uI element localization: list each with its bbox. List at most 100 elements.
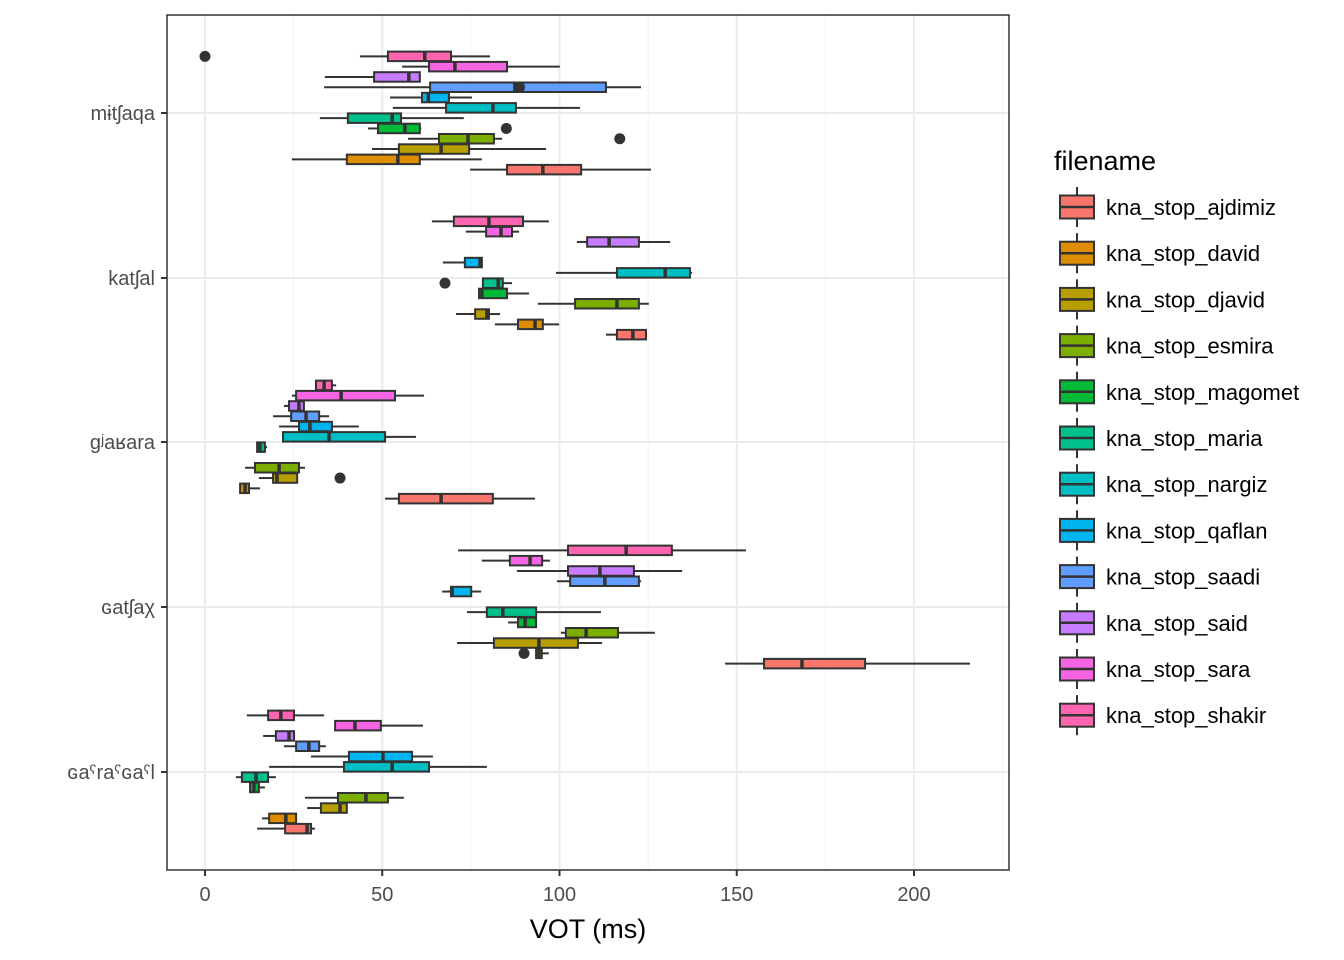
box-kna_stop_sara — [465, 225, 520, 238]
legend-item: kna_stop_maria — [1059, 418, 1263, 458]
legend-item: kna_stop_ajdimiz — [1059, 187, 1276, 227]
box-iqr — [445, 102, 517, 114]
box-iqr — [342, 761, 431, 773]
box-iqr — [397, 143, 471, 155]
legend-label: kna_stop_nargiz — [1106, 472, 1267, 497]
box-kna_stop_maria — [466, 606, 601, 618]
box-kna_stop_said — [324, 71, 421, 83]
box-kna_stop_qaflan — [442, 585, 482, 598]
box-kna_stop_sara — [402, 60, 560, 73]
legend-label: kna_stop_ajdimiz — [1106, 195, 1276, 220]
legend-label: kna_stop_shakir — [1106, 703, 1266, 728]
box-iqr — [376, 122, 421, 135]
box-iqr — [420, 91, 450, 104]
plot-panel — [166, 14, 1010, 871]
box-iqr — [508, 554, 544, 567]
box-iqr — [253, 462, 300, 474]
box-iqr — [567, 544, 673, 557]
legend-item: kna_stop_said — [1059, 602, 1248, 643]
box-iqr — [347, 750, 414, 763]
box-iqr — [517, 616, 538, 629]
box-kna_stop_shakir — [458, 544, 746, 557]
legend-item: kna_stop_david — [1059, 233, 1260, 274]
outlier-point — [513, 81, 525, 93]
legend-label: kna_stop_sara — [1106, 657, 1251, 682]
box-kna_stop_saadi — [273, 410, 330, 422]
legend: filename kna_stop_ajdimiz kna_stop_davidk… — [1054, 146, 1299, 736]
legend-label: kna_stop_maria — [1106, 426, 1263, 451]
box-iqr — [334, 719, 382, 732]
box-iqr — [574, 298, 640, 310]
y-axis: mɨtʃaqa katʃal gʲaʁara ɢatʃaχ ɢaˤraˤɢaˤl — [67, 103, 167, 784]
box-kna_stop_nargiz — [392, 102, 581, 114]
box-kna_stop_nargiz — [555, 267, 693, 279]
x-tick-label: 100 — [543, 884, 576, 906]
legend-label: kna_stop_qaflan — [1106, 518, 1267, 543]
box-iqr — [297, 420, 333, 433]
legend-item: kna_stop_nargiz — [1059, 464, 1267, 505]
box-kna_stop_djavid — [307, 802, 348, 814]
box-kna_stop_qaflan — [442, 256, 483, 269]
box-kna_stop_nargiz — [281, 431, 416, 443]
box-iqr — [268, 812, 298, 825]
box-kna_stop_esmira — [245, 462, 305, 474]
legend-item: kna_stop_qaflan — [1059, 510, 1267, 551]
outlier-point — [614, 133, 626, 145]
box-kna_stop_david — [239, 482, 260, 495]
box-iqr — [386, 50, 453, 63]
box-kna_stop_ajdimiz — [385, 492, 536, 505]
box-iqr — [373, 71, 421, 83]
box-iqr — [485, 225, 513, 238]
box-kna_stop_ajdimiz — [725, 657, 971, 670]
legend-item: kna_stop_esmira — [1059, 325, 1274, 366]
box-kna_stop_sara — [334, 719, 424, 732]
box-iqr — [481, 277, 504, 289]
x-tick-label: 200 — [897, 884, 930, 906]
box-kna_stop_esmira — [304, 792, 404, 804]
box-iqr — [492, 637, 579, 649]
box-kna_stop_david — [494, 318, 560, 331]
box-iqr — [586, 236, 640, 248]
box-iqr — [428, 60, 509, 73]
y-tick-label: katʃal — [108, 268, 155, 290]
box-iqr — [281, 431, 387, 443]
outlier-point — [199, 50, 211, 62]
box-iqr — [284, 822, 312, 835]
category-group — [239, 379, 536, 505]
box-iqr — [345, 153, 421, 166]
legend-label: kna_stop_magomet — [1106, 380, 1299, 405]
legend-title: filename — [1054, 146, 1156, 176]
box-kna_stop_shakir — [314, 379, 337, 392]
box-kna_stop_shakir — [246, 709, 325, 722]
box-kna_stop_djavid — [455, 308, 500, 320]
box-iqr — [517, 318, 544, 331]
box-kna_stop_esmira — [408, 133, 626, 145]
box-iqr — [450, 585, 473, 598]
box-kna_stop_djavid — [371, 143, 547, 155]
box-kna_stop_shakir — [431, 215, 549, 228]
box-kna_stop_esmira — [560, 627, 655, 639]
box-kna_stop_ajdimiz — [470, 163, 651, 176]
y-tick-label: mɨtʃaqa — [91, 103, 156, 125]
box-kna_stop_saadi — [324, 81, 642, 93]
category-group — [235, 709, 487, 835]
box-kna_stop_david — [262, 812, 298, 825]
legend-label: kna_stop_esmira — [1106, 334, 1274, 359]
x-axis-title: VOT (ms) — [530, 914, 647, 944]
box-kna_stop_saadi — [284, 740, 326, 752]
box-kna_stop_saadi — [557, 575, 642, 587]
box-iqr — [397, 492, 494, 505]
y-tick-label: ɢatʃaχ — [101, 597, 155, 619]
box-iqr — [346, 112, 403, 124]
legend-item: kna_stop_saadi — [1059, 556, 1260, 597]
box-iqr — [274, 730, 295, 742]
legend-label: kna_stop_djavid — [1106, 287, 1265, 312]
box-iqr — [319, 802, 348, 814]
box-kna_stop_shakir — [199, 50, 491, 63]
box-kna_stop_maria — [256, 441, 268, 453]
box-kna_stop_maria — [235, 771, 276, 783]
x-axis: 0 50 100 150 200 — [199, 870, 931, 906]
legend-item: kna_stop_djavid — [1059, 279, 1265, 320]
box-iqr — [615, 267, 691, 279]
